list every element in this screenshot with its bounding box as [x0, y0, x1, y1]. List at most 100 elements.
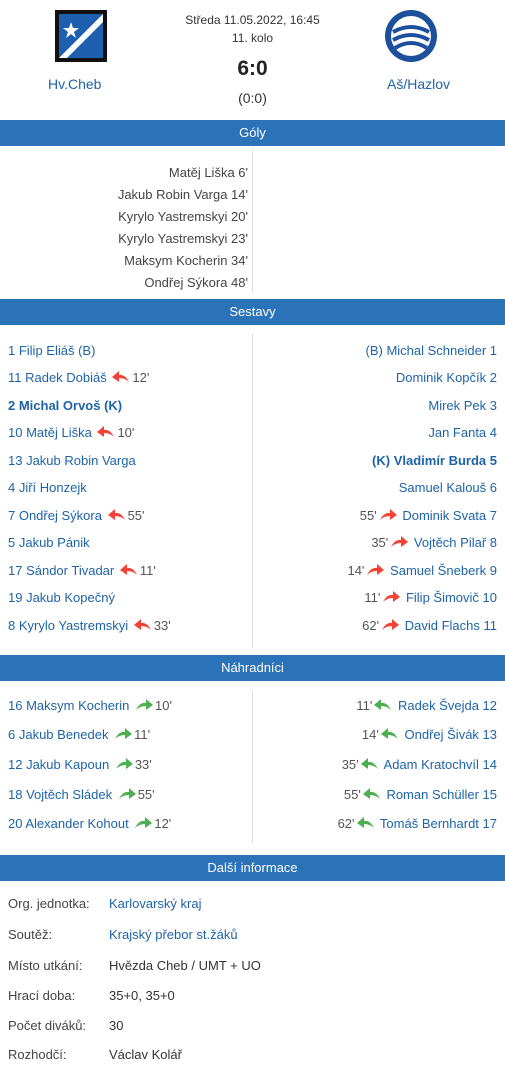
sub-away-player[interactable]: 35' Adam Kratochvíl 14	[342, 757, 497, 772]
info-row-duration: Hrací doba: 35+0, 35+0	[8, 988, 175, 1003]
info-row-org: Org. jednotka: Karlovarský kraj	[8, 896, 201, 911]
away-team-logo[interactable]	[383, 8, 439, 64]
lineup-home-player[interactable]: 5 Jakub Pánik	[8, 535, 90, 550]
player-name: 4 Jiří Honzejk	[8, 480, 87, 495]
player-name: Dominik Svata 7	[402, 508, 497, 523]
lineup-away-player[interactable]: Dominik Kopčík 2	[396, 370, 497, 385]
lineup-away-player[interactable]: 11' Filip Šimovič 10	[364, 590, 497, 605]
info-label: Místo utkání:	[8, 958, 83, 973]
lineup-home-player[interactable]: 19 Jakub Kopečný	[8, 590, 115, 605]
sub-out-icon	[382, 619, 400, 630]
player-name: Dominik Kopčík 2	[395, 370, 497, 385]
player-name: Vojtěch Pilař 8	[413, 535, 497, 550]
info-label: Hrací doba:	[8, 988, 76, 1003]
spectators-value: 30	[109, 1018, 124, 1033]
sub-out-icon	[112, 371, 130, 382]
lineup-home-player[interactable]: 11 Radek Dobiáš 12'	[8, 370, 149, 385]
sub-out-icon	[107, 509, 125, 520]
goal-entry: Jakub Robin Varga 14'	[117, 187, 248, 202]
sub-in-icon	[115, 728, 133, 739]
lineup-away-player[interactable]: Samuel Kalouš 6	[399, 480, 497, 495]
info-label: Počet diváků:	[8, 1018, 87, 1033]
lineup-away-player[interactable]: 62' David Flachs 11	[362, 618, 497, 633]
sub-out-icon	[367, 564, 385, 575]
goal-entry: Kyrylo Yastremskyi 23'	[118, 231, 248, 246]
sub-minute: 10'	[155, 698, 172, 713]
sub-minute: 12'	[132, 370, 150, 385]
lineup-away-player[interactable]: 35' Vojtěch Pilař 8	[371, 535, 497, 550]
player-name: 10 Matěj Liška	[8, 425, 92, 440]
duration-value: 35+0, 35+0	[109, 988, 175, 1003]
lineup-away-player[interactable]: 14' Samuel Šneberk 9	[347, 563, 497, 578]
player-name: Jan Fanta 4	[428, 425, 497, 440]
competition-link[interactable]: Krajský přebor st.žáků	[109, 927, 238, 942]
away-team-name[interactable]: Aš/Hazlov	[387, 76, 451, 92]
sub-out-icon	[379, 509, 397, 520]
player-name: Tomáš Bernhardt 17	[379, 816, 497, 831]
sub-minute: 11'	[134, 727, 151, 742]
sub-away-player[interactable]: 11' Radek Švejda 12	[356, 698, 497, 713]
home-team-logo[interactable]	[53, 8, 109, 64]
sub-home-player[interactable]: 18 Vojtěch Sládek 55'	[8, 787, 155, 802]
sub-minute: 33'	[153, 618, 171, 633]
player-name: 19 Jakub Kopečný	[8, 590, 115, 605]
player-name: Samuel Kalouš 6	[398, 480, 497, 495]
match-round: 11. kolo	[231, 31, 274, 45]
lineup-away-player[interactable]: Mirek Pek 3	[428, 398, 497, 413]
player-name: Ondřej Šivák 13	[404, 727, 498, 742]
sub-minute: 14'	[361, 727, 379, 742]
subs-divider	[252, 690, 253, 843]
goals-section-header: Góly	[0, 120, 505, 146]
sub-home-player[interactable]: 16 Maksym Kocherin 10'	[8, 698, 172, 713]
lineup-home-player[interactable]: 7 Ondřej Sýkora 55'	[8, 508, 145, 523]
lineup-home-player[interactable]: 8 Kyrylo Yastremskyi 33'	[8, 618, 171, 633]
org-link[interactable]: Karlovarský kraj	[109, 896, 202, 911]
lineup-away-player[interactable]: (K) Vladimír Burda 5	[372, 453, 497, 468]
lineups-section-header: Sestavy	[0, 299, 505, 325]
goal-entry: Matěj Liška 6'	[168, 165, 248, 180]
sub-minute: 35'	[371, 535, 389, 550]
venue-value: Hvězda Cheb / UMT + UO	[109, 958, 261, 973]
sub-in-icon	[115, 758, 133, 769]
sub-home-player[interactable]: 12 Jakub Kapoun 33'	[8, 757, 152, 772]
sub-away-player[interactable]: 14' Ondřej Šivák 13	[362, 727, 497, 742]
sub-in-icon	[356, 817, 374, 828]
player-name: Roman Schüller 15	[386, 787, 497, 802]
match-date: Středa 11.05.2022, 16:45	[185, 13, 320, 27]
sub-in-icon	[362, 788, 380, 799]
sub-out-icon	[119, 564, 137, 575]
lineup-away-player[interactable]: (B) Michal Schneider 1	[366, 343, 498, 358]
lineup-home-player[interactable]: 2 Michal Orvoš (K)	[8, 398, 122, 413]
lineup-home-player[interactable]: 17 Sándor Tivadar 11'	[8, 563, 156, 578]
sub-out-icon	[391, 536, 409, 547]
match-score: 6:0	[237, 57, 268, 80]
sub-away-player[interactable]: 62' Tomáš Bernhardt 17	[338, 816, 497, 831]
player-name: 2 Michal Orvoš (K)	[8, 398, 123, 413]
player-name: 18 Vojtěch Sládek	[8, 787, 113, 802]
goal-entry: Maksym Kocherin 34'	[124, 253, 248, 268]
sub-minute: 62'	[362, 618, 380, 633]
player-name: (B) Michal Schneider 1	[365, 343, 498, 358]
match-header: Středa 11.05.2022, 16:45 11. kolo 6:0 (0…	[0, 0, 505, 118]
player-name: Filip Šimovič 10	[405, 590, 497, 605]
sub-in-icon	[374, 699, 392, 710]
lineup-away-player[interactable]: 55' Dominik Svata 7	[360, 508, 497, 523]
lineup-home-player[interactable]: 13 Jakub Robin Varga	[8, 453, 136, 468]
sub-out-icon	[383, 591, 401, 602]
lineup-home-player[interactable]: 10 Matěj Liška 10'	[8, 425, 134, 440]
sub-minute: 11'	[356, 698, 373, 713]
player-name: 8 Kyrylo Yastremskyi	[8, 618, 129, 633]
lineup-home-player[interactable]: 1 Filip Eliáš (B)	[8, 343, 95, 358]
sub-minute: 33'	[134, 757, 152, 772]
sub-home-player[interactable]: 6 Jakub Benedek 11'	[8, 727, 150, 742]
sub-in-icon	[360, 758, 378, 769]
lineup-home-player[interactable]: 4 Jiří Honzejk	[8, 480, 87, 495]
sub-home-player[interactable]: 20 Alexander Kohout 12'	[8, 816, 171, 831]
home-team-name[interactable]: Hv.Cheb	[48, 76, 102, 92]
lineup-away-player[interactable]: Jan Fanta 4	[428, 425, 497, 440]
player-name: 20 Alexander Kohout	[8, 816, 129, 831]
sub-minute: 35'	[341, 757, 359, 772]
info-label: Soutěž:	[8, 927, 53, 942]
sub-minute: 14'	[347, 563, 365, 578]
sub-away-player[interactable]: 55' Roman Schüller 15	[344, 787, 497, 802]
